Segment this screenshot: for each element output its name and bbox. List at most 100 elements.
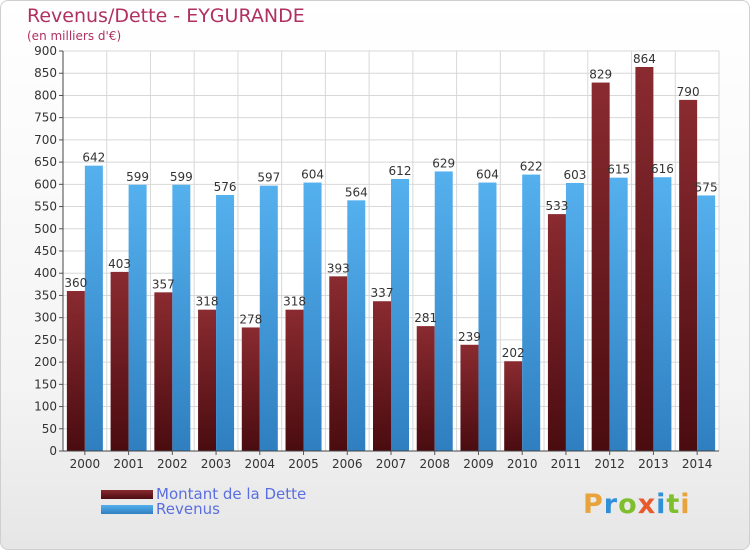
x-tick-label: 2007 — [376, 457, 407, 471]
proxiti-logo: Proxiti — [583, 489, 691, 520]
y-tick-label: 800 — [34, 88, 57, 102]
data-label-dette: 318 — [283, 295, 306, 309]
bar-dette — [285, 309, 304, 451]
x-tick-label: 2002 — [157, 457, 188, 471]
bar-dette — [110, 271, 129, 451]
data-label-revenus: 599 — [170, 170, 193, 184]
bar-dette — [198, 309, 217, 451]
data-label-dette: 239 — [458, 330, 481, 344]
logo-letter: x — [637, 489, 657, 520]
data-label-revenus: 597 — [257, 171, 280, 185]
x-tick-label: 2004 — [245, 457, 276, 471]
y-tick-label: 850 — [34, 66, 57, 80]
bar-revenus — [303, 182, 322, 452]
bar-revenus — [84, 165, 103, 451]
y-tick-label: 100 — [34, 400, 57, 414]
logo-letter: i — [680, 489, 691, 520]
x-tick-label: 2012 — [594, 457, 625, 471]
bar-revenus — [653, 177, 672, 451]
data-label-dette: 360 — [64, 276, 87, 290]
y-tick-label: 650 — [34, 155, 57, 169]
x-tick-label: 2006 — [332, 457, 363, 471]
data-label-dette: 790 — [677, 85, 700, 99]
bar-revenus — [609, 177, 628, 451]
x-tick-label: 2011 — [551, 457, 582, 471]
y-tick-label: 900 — [34, 44, 57, 58]
data-label-dette: 393 — [327, 261, 350, 275]
y-tick-label: 750 — [34, 111, 57, 125]
bar-dette — [547, 214, 566, 451]
data-label-revenus: 564 — [345, 185, 368, 199]
y-tick-label: 550 — [34, 200, 57, 214]
data-label-dette: 829 — [589, 68, 612, 82]
bar-dette — [460, 344, 479, 451]
data-label-revenus: 616 — [651, 162, 674, 176]
bar-dette — [66, 291, 85, 451]
x-tick-label: 2005 — [288, 457, 319, 471]
y-tick-label: 250 — [34, 333, 57, 347]
logo-letter: P — [583, 489, 604, 520]
bar-revenus — [697, 195, 716, 451]
bar-revenus — [259, 185, 278, 451]
y-tick-label: 350 — [34, 288, 57, 302]
logo-letter: o — [618, 489, 638, 520]
data-label-revenus: 642 — [82, 151, 105, 165]
data-label-revenus: 603 — [563, 168, 586, 182]
bar-revenus — [391, 179, 409, 451]
logo-letter: t — [666, 489, 681, 520]
y-tick-label: 600 — [34, 177, 57, 191]
x-tick-label: 2010 — [507, 457, 538, 471]
data-label-revenus: 604 — [476, 168, 499, 182]
bar-dette — [591, 82, 610, 452]
y-tick-label: 450 — [34, 244, 57, 258]
bar-revenus — [172, 184, 191, 451]
bar-dette — [373, 301, 391, 451]
y-tick-label: 50 — [42, 422, 57, 436]
bars-layer: 360 642 403 599 357 599 318 576 278 597 318 604 393 5… — [64, 52, 718, 452]
bar-revenus — [347, 200, 366, 451]
axis-layer: 0 50 100 150 200 250 300 350 400 450 500 550 600 650 7… — [34, 44, 719, 471]
x-tick-label: 2003 — [201, 457, 232, 471]
x-tick-label: 2009 — [463, 457, 494, 471]
bar-revenus — [216, 195, 235, 451]
legend-label-dette: Montant de la Dette — [156, 485, 307, 503]
data-label-revenus: 622 — [520, 160, 543, 174]
y-tick-label: 200 — [34, 355, 57, 369]
bar-revenus — [565, 183, 584, 451]
data-label-dette: 337 — [371, 286, 394, 300]
bar-dette — [329, 276, 348, 451]
chart-title: Revenus/Dette - EYGURANDE — [27, 5, 305, 27]
bar-dette — [154, 292, 173, 451]
data-label-dette: 318 — [196, 295, 219, 309]
logo-letter: r — [603, 489, 619, 520]
data-label-dette: 533 — [545, 199, 568, 213]
data-label-dette: 357 — [152, 277, 175, 291]
legend-swatch-dette — [101, 490, 153, 499]
bar-dette — [241, 327, 260, 451]
bar-dette — [679, 99, 698, 451]
data-label-revenus: 576 — [214, 180, 237, 194]
y-tick-label: 300 — [34, 311, 57, 325]
bar-revenus — [434, 171, 453, 451]
y-tick-label: 150 — [34, 377, 57, 391]
legend-label-revenus: Revenus — [156, 500, 220, 518]
y-tick-label: 400 — [34, 266, 57, 280]
data-label-dette: 281 — [414, 311, 437, 325]
bar-dette — [504, 361, 523, 451]
bar-dette — [635, 67, 654, 451]
data-label-revenus: 575 — [695, 180, 718, 194]
data-label-revenus: 629 — [432, 156, 455, 170]
data-label-revenus: 615 — [607, 163, 630, 177]
x-tick-label: 2000 — [70, 457, 101, 471]
legend-swatch-revenus — [101, 505, 153, 514]
logo-letter: i — [656, 489, 667, 520]
bar-dette — [416, 326, 435, 451]
data-label-dette: 403 — [108, 257, 131, 271]
data-label-revenus: 604 — [301, 168, 324, 182]
x-tick-label: 2001 — [113, 457, 144, 471]
data-label-revenus: 612 — [389, 164, 412, 178]
bar-revenus — [478, 182, 497, 452]
data-label-dette: 278 — [239, 312, 262, 326]
x-tick-label: 2013 — [638, 457, 669, 471]
